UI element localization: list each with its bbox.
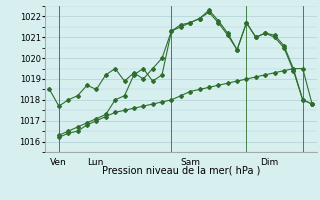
Text: Lun: Lun — [87, 158, 103, 167]
Text: Dim: Dim — [260, 158, 279, 167]
X-axis label: Pression niveau de la mer( hPa ): Pression niveau de la mer( hPa ) — [102, 166, 260, 176]
Text: Ven: Ven — [50, 158, 66, 167]
Text: Sam: Sam — [181, 158, 201, 167]
